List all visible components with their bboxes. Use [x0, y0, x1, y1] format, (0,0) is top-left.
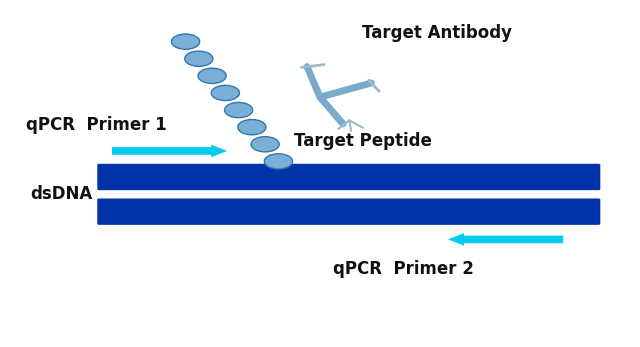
Text: Target Antibody: Target Antibody	[362, 24, 511, 42]
FancyArrow shape	[448, 233, 563, 246]
Text: Target Peptide: Target Peptide	[294, 132, 432, 150]
FancyBboxPatch shape	[97, 164, 600, 190]
FancyArrow shape	[112, 145, 227, 157]
Circle shape	[198, 68, 226, 84]
Circle shape	[211, 85, 239, 101]
Text: qPCR  Primer 1: qPCR Primer 1	[26, 116, 166, 134]
Circle shape	[238, 119, 266, 135]
Circle shape	[264, 154, 292, 169]
Text: qPCR  Primer 2: qPCR Primer 2	[333, 260, 474, 278]
Circle shape	[251, 137, 279, 152]
FancyBboxPatch shape	[97, 198, 600, 225]
Text: dsDNA: dsDNA	[31, 185, 93, 203]
Circle shape	[172, 34, 200, 49]
Circle shape	[225, 102, 253, 118]
Circle shape	[185, 51, 213, 66]
